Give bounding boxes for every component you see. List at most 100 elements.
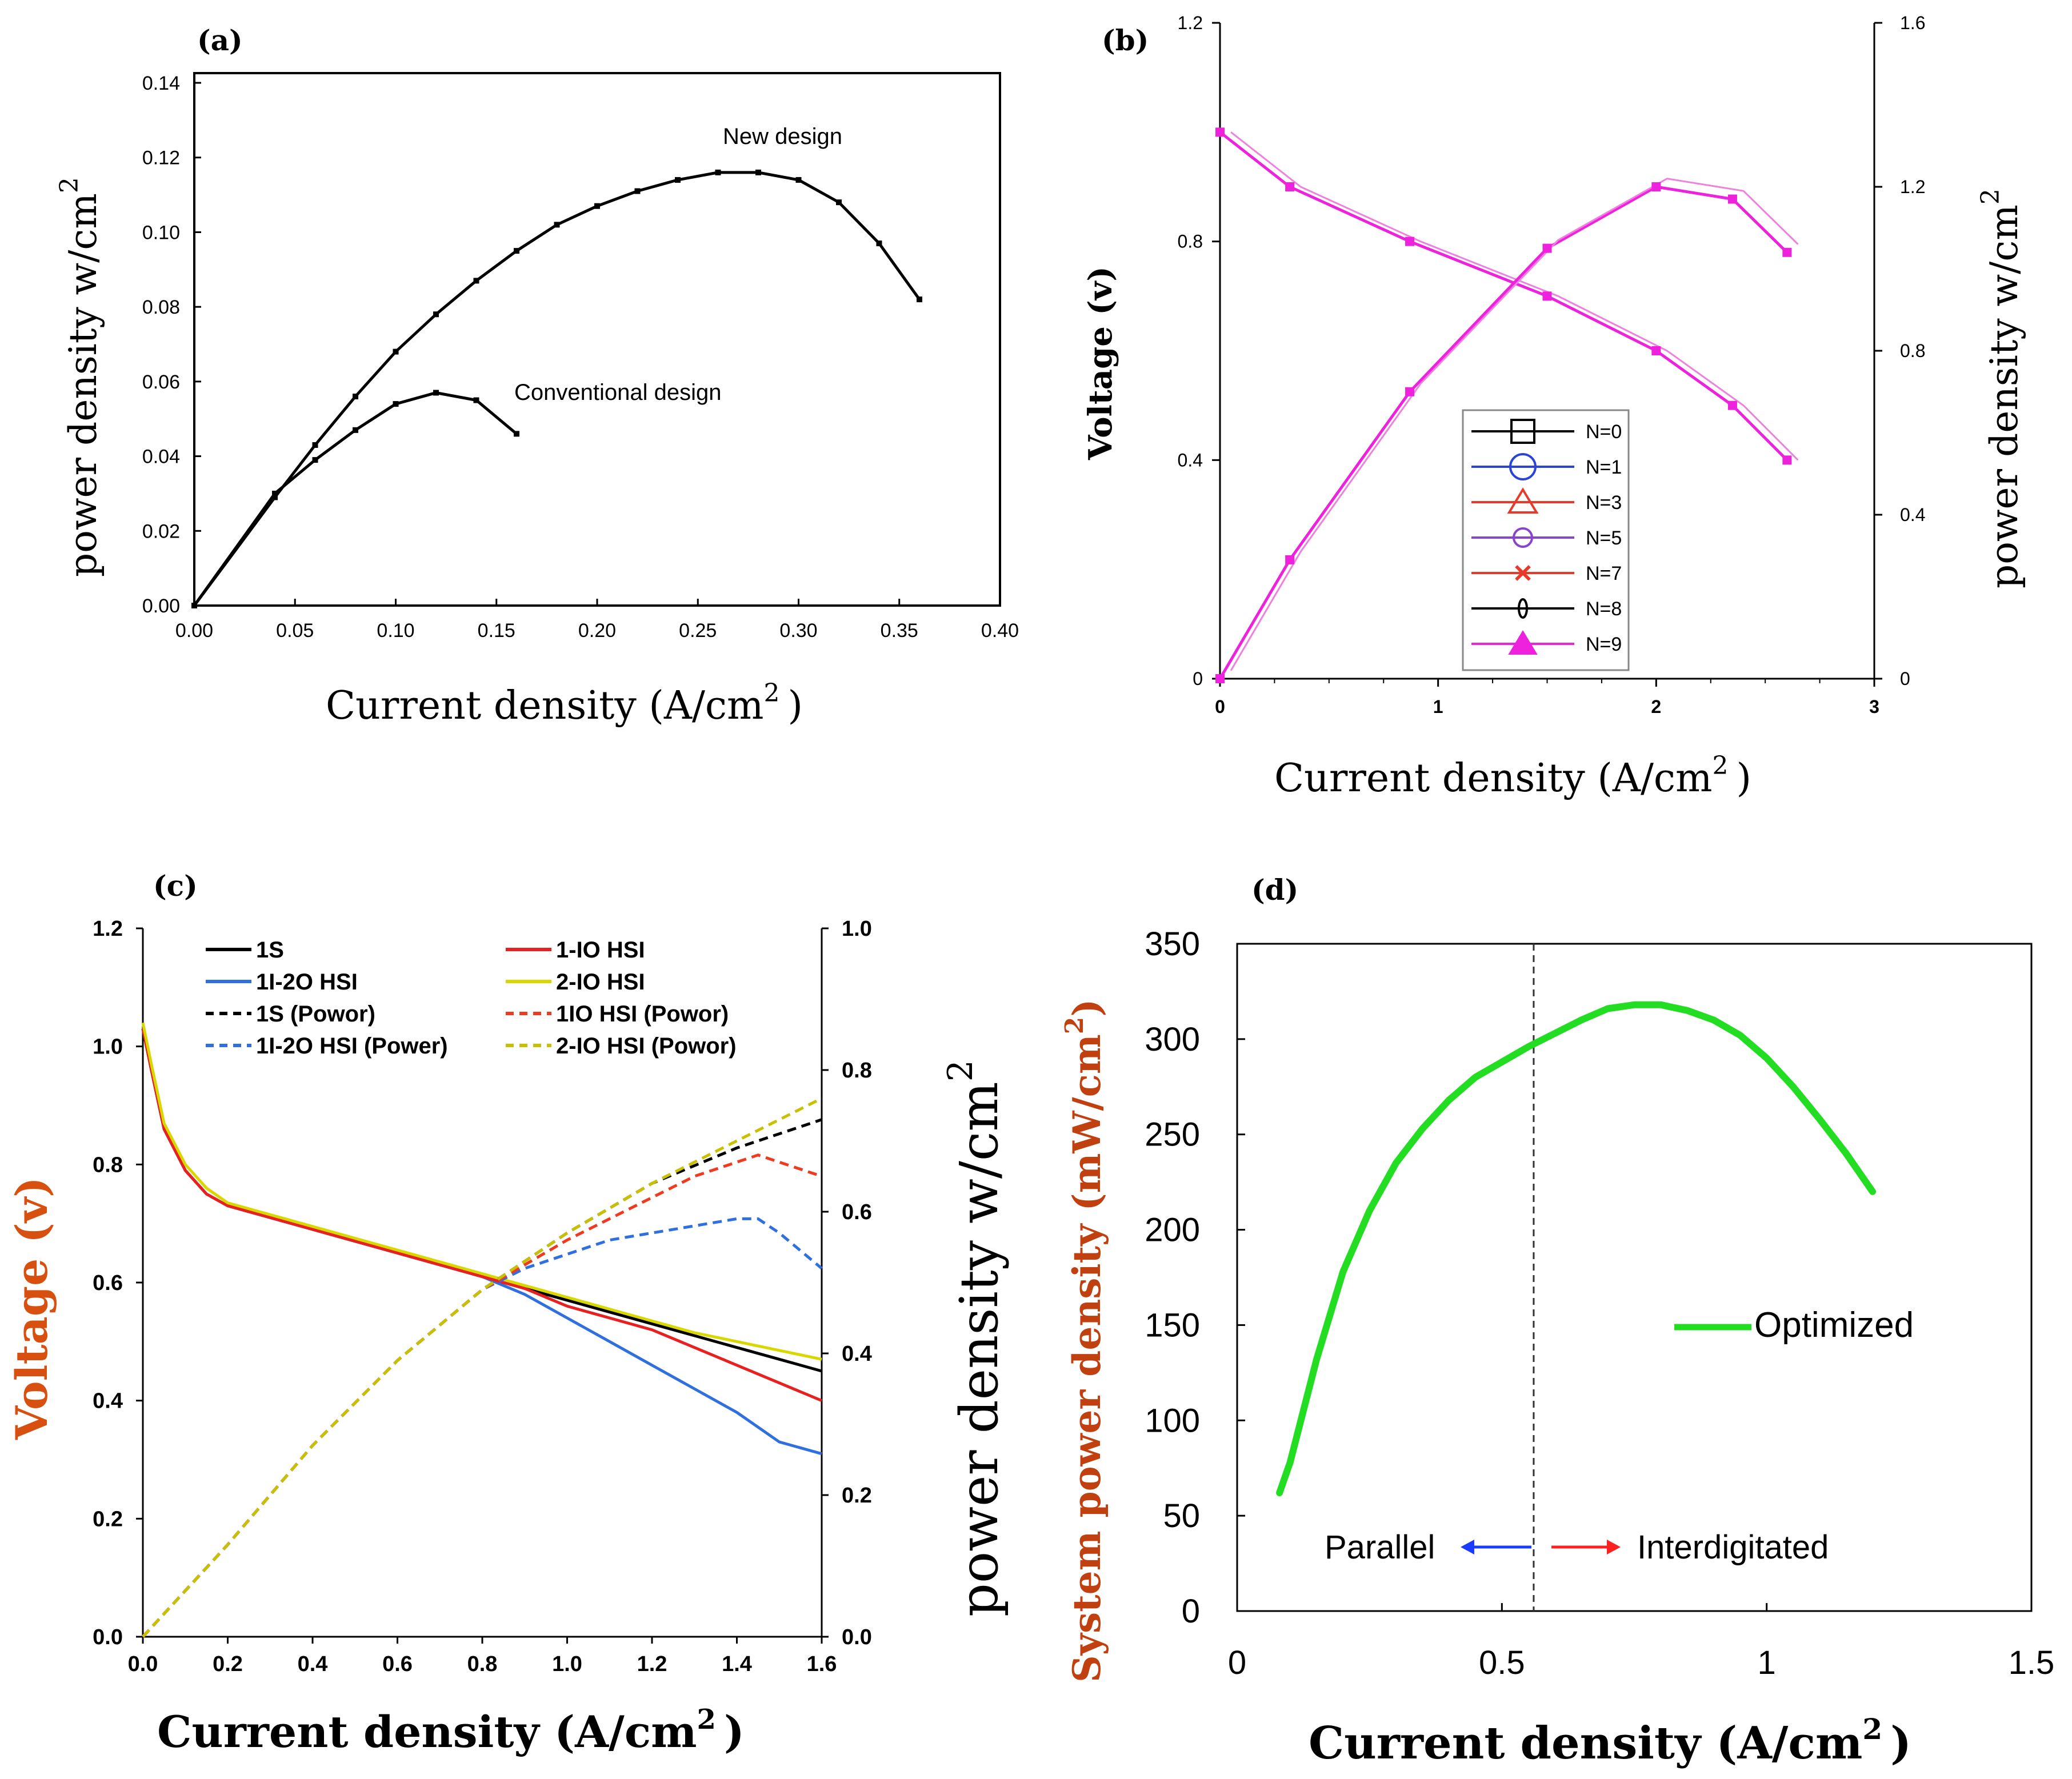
panel-b-label: (b): [1102, 23, 1149, 57]
panel-a-label: (a): [197, 23, 243, 57]
panel-a: (a) 0.00 0.05 0.10 0.15 0.20 0.25 0.30 0.35 0.40…: [55, 23, 1019, 728]
panel-b-left-y-axis-label: Voltage (v): [1082, 266, 1119, 460]
panel-b-voltage-point: [1782, 455, 1792, 465]
panel-a-series-new-design-point: [876, 241, 882, 247]
panel-a-series-conventional-design-point: [473, 397, 479, 403]
panel-c-series-1i-2o-hsi-power: [142, 1217, 823, 1638]
panel-a-series-conventional-design-point: [272, 490, 278, 496]
panel-d-x-axis-label: Current density (A/cm2): [1309, 1712, 1911, 1769]
panel-d-y-tick-label: 300: [1145, 1021, 1200, 1058]
panel-d-y-tick-label: 200: [1145, 1212, 1200, 1249]
panel-d-arrow-right-head: [1607, 1540, 1621, 1554]
panel-a-series-new-design-point: [353, 394, 358, 399]
panel-a-y-tick-label: 0.02: [142, 520, 180, 542]
panel-c-left-y-tick-label: 0.8: [93, 1153, 123, 1177]
panel-a-series-new-design-point: [594, 203, 600, 209]
panel-b-legend-label: N=0: [1586, 421, 1622, 443]
panel-c-series-1io-hsi-powor: [142, 1153, 822, 1638]
panel-a-series-conventional-design-point: [393, 401, 399, 407]
panel-a-y-tick-label: 0.08: [142, 296, 180, 318]
panel-d-y-tick-label: 0: [1182, 1593, 1200, 1630]
panel-b-legend-marker-small-circle: [1513, 527, 1533, 548]
panel-a-y-tick-label: 0.10: [142, 222, 180, 243]
panel-b-power-point: [1405, 387, 1415, 396]
panel-d-region-parallel: Parallel: [1325, 1529, 1435, 1566]
panel-b-legend-label: N=3: [1586, 492, 1622, 514]
panel-c-x-tick-label: 1.0: [552, 1652, 582, 1676]
panel-c-legend-label: 1I-2O HSI: [256, 969, 358, 995]
panel-c-legend-label: 1S (Powor): [256, 1001, 375, 1027]
panel-a-x-tick-label: 0.40: [981, 620, 1019, 642]
panel-a-y-tick-label: 0.14: [142, 73, 180, 94]
panel-a-series-new-design-point: [715, 169, 721, 175]
panel-b-legend-label: N=9: [1586, 634, 1622, 655]
panel-b-legend-marker-ellipse: [1518, 598, 1528, 619]
panel-d-y-tick-label: 350: [1145, 925, 1200, 963]
panel-c-legend-label: 1IO HSI (Powor): [556, 1001, 729, 1027]
panel-c-x-tick-label: 0.8: [467, 1652, 498, 1676]
panel-b-right-y-tick-label: 0.4: [1900, 504, 1925, 525]
panel-c-left-y-tick-label: 0.6: [93, 1271, 123, 1295]
panel-a-series-new-design-point: [917, 296, 922, 303]
panel-a-y-tick-label: 0.12: [142, 147, 180, 169]
panel-a-series-new-design-point: [554, 222, 560, 228]
panel-a-x-tick-label: 0.00: [175, 620, 213, 642]
panel-c-left-y-tick-label: 1.0: [93, 1035, 123, 1059]
panel-b-right-y-tick-label: 1.6: [1900, 13, 1925, 33]
panel-a-annotation-conventional-design: Conventional design: [514, 380, 721, 405]
panel-a-series-new-design-point: [433, 311, 439, 318]
panel-c-legend: 1S 1-IO HSI 1I-2O HSI 2-IO HSI 1S (Powor) 1IO…: [206, 937, 737, 1059]
panel-b-x-tick-label: 2: [1651, 696, 1661, 717]
panel-a-series-new-design-point: [272, 494, 278, 500]
panel-c-x-tick-label: 0.6: [382, 1652, 413, 1676]
panel-a-series-conventional-design-point: [353, 427, 358, 433]
panel-c-series-1-io-hsi: [141, 1028, 822, 1403]
panel-a-series-conventional-design-point: [191, 603, 197, 608]
panel-a-series-conventional-design-point: [312, 457, 318, 463]
panel-c-series-2-io-hsi: [141, 1022, 822, 1361]
panel-c-right-y-tick-label: 1.0: [842, 917, 872, 941]
panel-c-left-y-tick-label: 1.2: [93, 917, 123, 941]
panel-a-x-axis-label: Current density (A/cm2): [326, 679, 803, 728]
panel-b-x-tick-label: 0: [1215, 696, 1225, 717]
panel-c-series-1s-powor: [142, 1118, 822, 1638]
panel-c-series-2-io-hsi-powor: [142, 1097, 823, 1638]
panel-d-region-interdigitated: Interdigitated: [1637, 1529, 1829, 1566]
panel-b-voltage-line-offset: [1230, 131, 1799, 461]
panel-c-right-y-axis-label: power density w/cm2: [941, 1060, 1010, 1617]
panel-c-legend-label: 1-IO HSI: [556, 937, 645, 963]
panel-b-x-tick-label: 1: [1433, 696, 1443, 717]
panel-a-x-tick-label: 0.15: [478, 620, 515, 642]
panel-b-legend-label: N=7: [1586, 563, 1622, 584]
panel-b-left-y-tick-label: 0.4: [1178, 450, 1203, 470]
panel-a-x-tick-label: 0.30: [779, 620, 817, 642]
panel-a-series-new-design-point: [836, 199, 842, 206]
panel-b-power-point: [1651, 182, 1661, 191]
panel-b-power-point: [1782, 247, 1792, 257]
panel-b-power-point: [1727, 194, 1737, 204]
panel-a-y-tick-label: 0.06: [142, 371, 180, 393]
panel-b-legend-marker-triangle: [1507, 487, 1539, 514]
panel-a-series-new-design-point: [312, 442, 318, 448]
panel-b-voltage-point: [1215, 127, 1225, 137]
panel-b-right-y-tick-label: 0.8: [1900, 340, 1925, 361]
panel-b-right-y-tick-label: 1.2: [1900, 177, 1925, 197]
panel-c-right-y-tick-label: 0.2: [842, 1484, 872, 1508]
panel-b-legend-box: [1462, 409, 1630, 671]
panel-c-legend-label: 2-IO HSI (Powor): [556, 1033, 737, 1059]
panel-b-power-point: [1542, 243, 1552, 253]
panel-c-label: (c): [153, 869, 198, 903]
panel-c-x-tick-label: 1.4: [722, 1652, 752, 1676]
panel-a-y-tick-label: 0.04: [142, 446, 180, 468]
panel-b-legend-marker-filled-triangle: [1508, 630, 1538, 655]
panel-b-voltage-point: [1651, 346, 1661, 355]
panel-c-series-1i-2o-hsi: [141, 1028, 822, 1456]
panel-b-power-point: [1215, 674, 1225, 683]
panel-c-left-y-tick-label: 0.2: [93, 1507, 123, 1531]
panel-b-legend-marker-circle: [1509, 453, 1537, 480]
panel-c-right-y-tick-label: 0.8: [842, 1059, 872, 1083]
panel-c-x-axis-label: Current density (A/cm2): [157, 1704, 745, 1757]
panel-d-y-tick-label: 250: [1145, 1116, 1200, 1153]
